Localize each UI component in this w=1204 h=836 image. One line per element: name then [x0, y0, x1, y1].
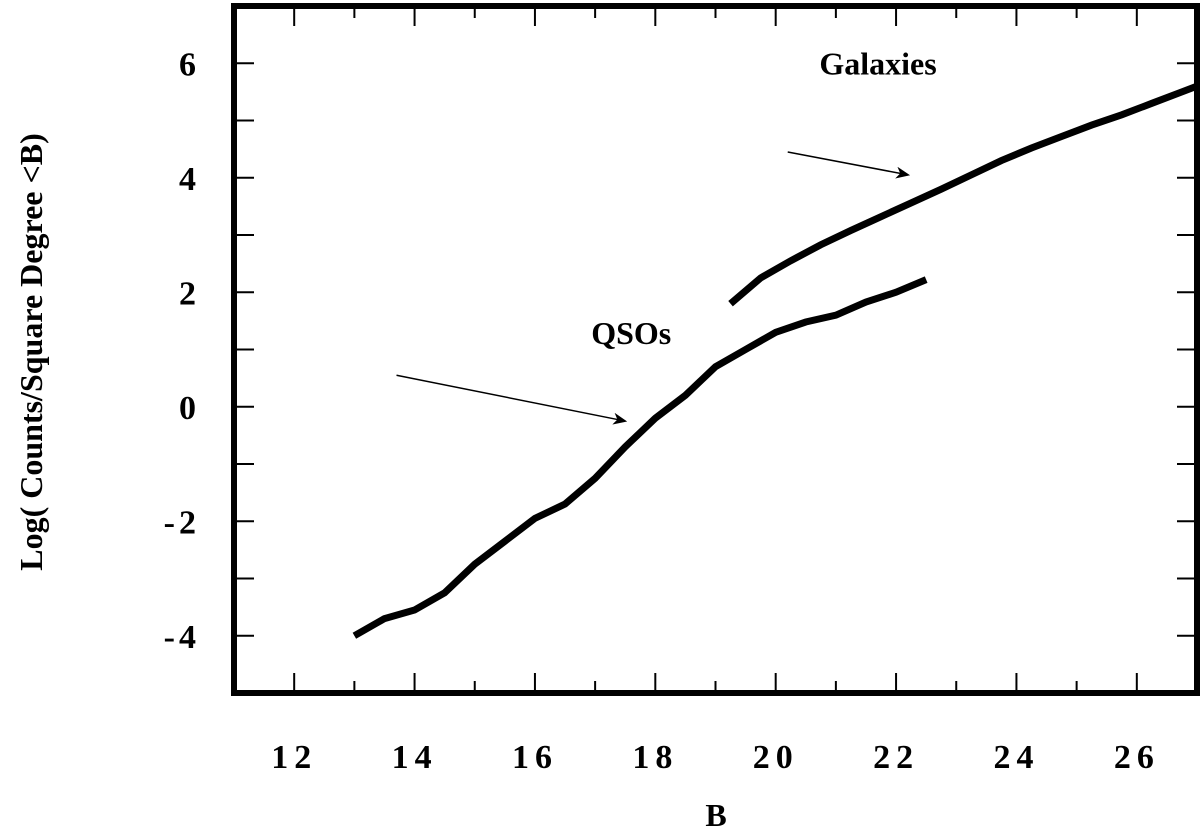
- axis-ticks: [233, 5, 1198, 694]
- x-tick-label: 22: [873, 739, 919, 776]
- x-tick-label: 20: [753, 739, 799, 776]
- series-line-qsos: [352, 276, 928, 639]
- plot-frame: [231, 3, 1200, 696]
- annotations: Galaxies QSOs: [396, 46, 937, 425]
- y-tick-label: -2: [164, 504, 200, 541]
- y-tick-label: 2: [179, 275, 200, 312]
- x-tick-label: 24: [993, 739, 1039, 776]
- x-axis-title: B: [705, 797, 726, 833]
- x-tick-label: 26: [1114, 739, 1160, 776]
- x-tick-label: 18: [632, 739, 678, 776]
- y-tick-label: 0: [179, 390, 200, 427]
- annotation-arrow-galaxies: [787, 151, 911, 179]
- x-tick-label: 14: [392, 739, 438, 776]
- y-tick-label: 6: [179, 46, 200, 83]
- x-tick-label: 16: [512, 739, 558, 776]
- series-line-galaxies: [728, 82, 1199, 307]
- annotation-label-galaxies: Galaxies: [819, 46, 936, 82]
- annotation-arrow-qsos: [396, 374, 628, 425]
- series-lines: [352, 82, 1199, 639]
- x-tick-label: 12: [271, 739, 317, 776]
- y-tick-label: 4: [179, 161, 200, 198]
- axis-labels: B Log( Counts/Square Degree <B) 12 14 16 18…: [13, 46, 1160, 833]
- annotation-label-qsos: QSOs: [591, 315, 671, 351]
- y-tick-label: -4: [164, 619, 200, 656]
- y-axis-title: Log( Counts/Square Degree <B): [13, 133, 49, 571]
